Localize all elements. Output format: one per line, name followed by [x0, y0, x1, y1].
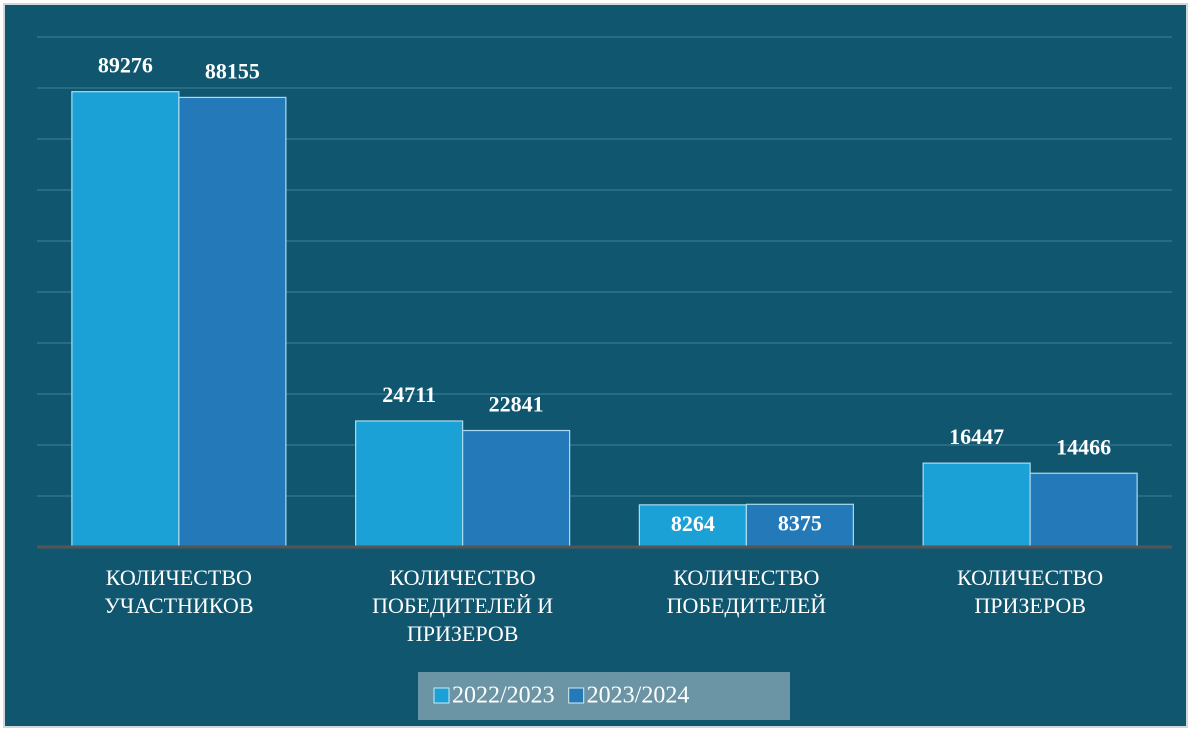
bar — [1029, 472, 1138, 548]
x-tick-label: КОЛИЧЕСТВО УЧАСТНИКОВ — [104, 565, 253, 618]
legend-box — [418, 672, 790, 720]
data-label: 14466 — [1056, 434, 1111, 459]
bar — [355, 420, 464, 548]
bar — [178, 96, 287, 548]
data-label: 89276 — [98, 53, 153, 78]
legend-swatch — [433, 687, 450, 704]
x-tick-label: КОЛИЧЕСТВО ПОБЕДИТЕЛЕЙ И ПРИЗЕРОВ — [372, 565, 553, 646]
data-label: 88155 — [205, 58, 260, 83]
legend-label: 2023/2024 — [587, 683, 690, 709]
bar — [462, 429, 571, 548]
legend-label: 2022/2023 — [452, 683, 555, 709]
bar — [922, 462, 1031, 548]
x-tick-label: КОЛИЧЕСТВО ПОБЕДИТЕЛЕЙ — [667, 565, 827, 618]
legend-swatch — [568, 687, 585, 704]
data-label: 16447 — [949, 424, 1004, 449]
bar — [638, 504, 747, 548]
data-label: 22841 — [489, 392, 544, 417]
data-label: 8375 — [778, 511, 822, 536]
bar — [71, 91, 180, 548]
data-label: 8264 — [671, 511, 715, 536]
data-label: 24711 — [382, 382, 436, 407]
x-tick-label: КОЛИЧЕСТВО ПРИЗЕРОВ — [957, 565, 1103, 618]
